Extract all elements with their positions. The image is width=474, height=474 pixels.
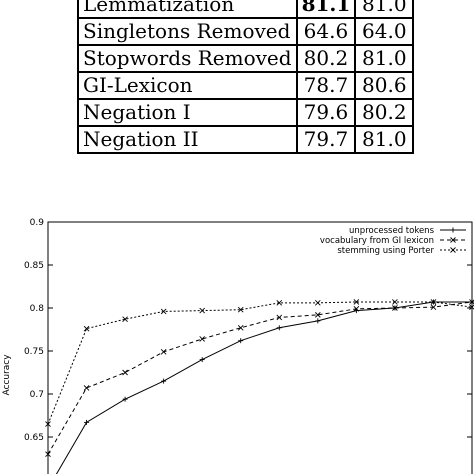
x-marker <box>237 324 244 331</box>
table-row: Lemmatization 81.1 81.0 <box>77 0 415 19</box>
x-marker <box>122 316 128 322</box>
row-value-b: 81.0 <box>354 125 415 154</box>
series-line <box>47 301 473 425</box>
table-row: Negation I 79.6 80.2 <box>77 98 415 127</box>
y-tick-label: 0.7 <box>30 390 44 400</box>
y-tick-label: 0.65 <box>24 433 44 443</box>
y-tick-label: 0.9 <box>30 218 45 228</box>
y-tick-label: 0.8 <box>30 304 45 314</box>
row-value-a: 64.6 <box>295 17 357 46</box>
plot-frame <box>47 221 473 474</box>
x-marker <box>353 306 360 312</box>
x-marker <box>160 349 167 355</box>
row-value-b: 64.0 <box>354 17 415 46</box>
row-value-b: 80.6 <box>354 71 415 100</box>
row-value-a: 78.7 <box>295 71 357 100</box>
row-name: Negation II <box>77 125 298 154</box>
row-value-b: 80.2 <box>354 98 415 127</box>
table-row: Negation II 79.7 81.0 <box>77 125 415 154</box>
row-value-a: 79.7 <box>295 125 357 154</box>
series-line <box>47 301 473 455</box>
x-marker <box>276 300 283 306</box>
x-marker <box>83 325 90 332</box>
legend-label: vocabulary from GI lexicon <box>320 236 434 246</box>
x-marker <box>430 304 437 310</box>
row-name: Lemmatization <box>77 0 298 19</box>
x-marker <box>199 307 206 314</box>
results-table-wrapper: Lemmatization 81.1 81.0 Singletons Remov… <box>77 0 415 154</box>
legend-label: stemming using Porter <box>337 246 434 256</box>
y-axis-label: Accuracy <box>2 354 12 396</box>
x-marker <box>450 237 456 243</box>
plot-area: 0.9 0.85 0.8 0.75 0.7 0.65 <box>24 218 474 474</box>
accuracy-line-chart: Accuracy 0.9 0.85 0.8 0.75 0.7 0.65 unprocess… <box>2 218 474 474</box>
y-tick-label: 0.75 <box>24 347 44 357</box>
x-marker <box>83 385 90 391</box>
x-marker <box>353 299 360 305</box>
table-row: GI-Lexicon 78.7 80.6 <box>77 71 415 100</box>
results-table: Lemmatization 81.1 81.0 Singletons Remov… <box>77 0 415 154</box>
x-marker <box>199 336 206 342</box>
table-row: Stopwords Removed 80.2 81.0 <box>77 44 415 73</box>
row-value-a: 80.2 <box>295 44 357 73</box>
row-name: Negation I <box>77 98 298 127</box>
legend-label: unprocessed tokens <box>349 226 435 236</box>
x-marker <box>314 312 321 318</box>
row-value-a: 79.6 <box>295 98 357 127</box>
row-value-b: 81.0 <box>354 44 415 73</box>
results-table-body: Lemmatization 81.1 81.0 Singletons Remov… <box>77 0 415 154</box>
y-tick-label: 0.85 <box>24 261 44 271</box>
x-marker <box>276 314 283 321</box>
x-marker <box>392 305 398 311</box>
row-name: GI-Lexicon <box>77 71 298 100</box>
x-marker <box>392 299 398 305</box>
x-marker <box>450 247 456 253</box>
x-marker <box>45 421 51 427</box>
x-marker <box>314 300 321 306</box>
x-marker <box>122 369 128 376</box>
x-marker <box>160 308 167 315</box>
x-marker <box>237 306 244 313</box>
table-row: Singletons Removed 64.6 64.0 <box>77 17 415 46</box>
row-value-a: 81.1 <box>295 0 357 19</box>
row-name: Stopwords Removed <box>77 44 298 73</box>
series-line <box>55 301 472 474</box>
x-marker <box>430 299 437 305</box>
x-marker <box>45 451 51 458</box>
row-name: Singletons Removed <box>77 17 298 46</box>
row-value-b: 81.0 <box>354 0 415 19</box>
